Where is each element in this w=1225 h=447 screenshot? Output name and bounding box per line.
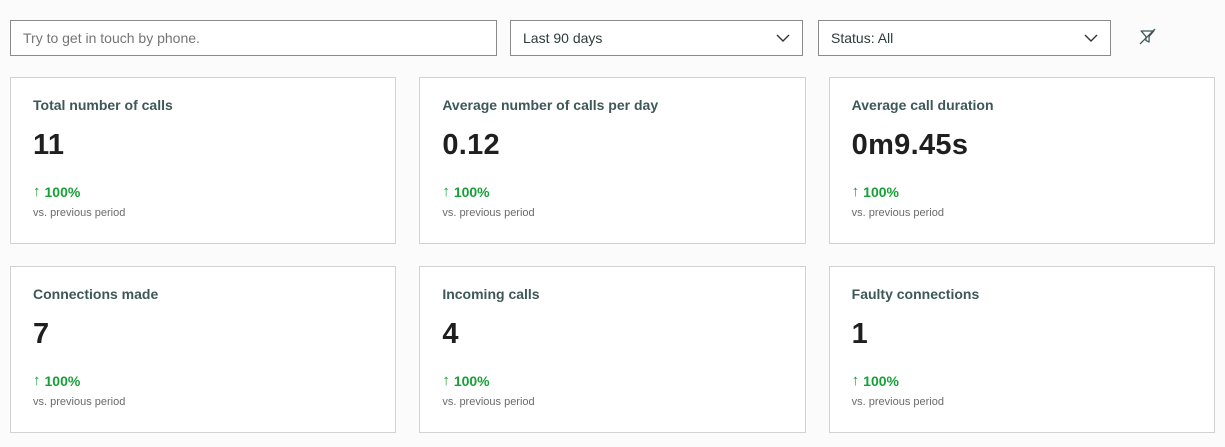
chevron-down-icon (776, 34, 790, 42)
card-title: Connections made (33, 286, 159, 302)
change-percent: 100% (44, 183, 81, 200)
card-value: 0.12 (442, 129, 500, 161)
change-percent: 100% (453, 183, 490, 200)
change-percent: 100% (863, 183, 899, 200)
comparison-label: vs. previous period (33, 396, 126, 408)
card-value: 11 (33, 129, 65, 161)
filter-bar: Last 90 days Status: All (10, 20, 1215, 56)
date-range-dropdown[interactable]: Last 90 days (510, 20, 803, 56)
card-change: ↑ 100% (442, 183, 782, 200)
comparison-label: vs. previous period (851, 207, 944, 219)
card-avg-call-duration: Average call duration 0m9.45s ↑ 100% vs.… (828, 77, 1215, 244)
card-title: Total number of calls (33, 97, 173, 113)
chevron-down-icon (1084, 34, 1098, 42)
up-arrow-icon: ↑ (442, 372, 450, 389)
card-avg-calls-per-day: Average number of calls per day 0.12 ↑ 1… (419, 77, 806, 244)
card-title: Incoming calls (442, 286, 540, 302)
up-arrow-icon: ↑ (851, 183, 860, 200)
card-value: 1 (851, 318, 869, 350)
comparison-label: vs. previous period (851, 396, 944, 408)
card-incoming-calls: Incoming calls 4 ↑ 100% vs. previous per… (419, 266, 806, 433)
card-value: 0m9.45s (851, 129, 969, 161)
card-change: ↑ 100% (33, 372, 373, 389)
status-value: Status: All (831, 30, 894, 46)
card-connections-made: Connections made 7 ↑ 100% vs. previous p… (10, 266, 397, 433)
card-change: ↑ 100% (33, 183, 373, 200)
comparison-label: vs. previous period (442, 207, 535, 219)
up-arrow-icon: ↑ (33, 372, 41, 389)
filter-off-icon (1138, 27, 1157, 49)
card-title: Average number of calls per day (442, 97, 659, 113)
card-value: 7 (33, 318, 50, 350)
card-change: ↑ 100% (852, 372, 1192, 389)
comparison-label: vs. previous period (442, 396, 535, 408)
card-value: 4 (442, 318, 459, 350)
card-change: ↑ 100% (442, 372, 782, 389)
card-total-calls: Total number of calls 11 ↑ 100% vs. prev… (10, 77, 397, 244)
card-title: Average call duration (851, 97, 994, 113)
change-percent: 100% (44, 372, 81, 389)
dashboard-page: Last 90 days Status: All (10, 20, 1215, 433)
card-change: ↑ 100% (852, 183, 1192, 200)
stats-cards-grid: Total number of calls 11 ↑ 100% vs. prev… (10, 77, 1215, 433)
date-range-value: Last 90 days (523, 30, 603, 46)
card-title: Faulty connections (851, 286, 980, 302)
up-arrow-icon: ↑ (442, 183, 450, 200)
change-percent: 100% (453, 372, 490, 389)
up-arrow-icon: ↑ (33, 183, 41, 200)
comparison-label: vs. previous period (33, 207, 126, 219)
phone-search-input[interactable] (10, 20, 497, 56)
status-dropdown[interactable]: Status: All (818, 20, 1111, 56)
card-faulty-connections: Faulty connections 1 ↑ 100% vs. previous… (828, 266, 1215, 433)
up-arrow-icon: ↑ (851, 372, 860, 389)
clear-filters-button[interactable] (1133, 24, 1161, 52)
change-percent: 100% (863, 372, 899, 389)
